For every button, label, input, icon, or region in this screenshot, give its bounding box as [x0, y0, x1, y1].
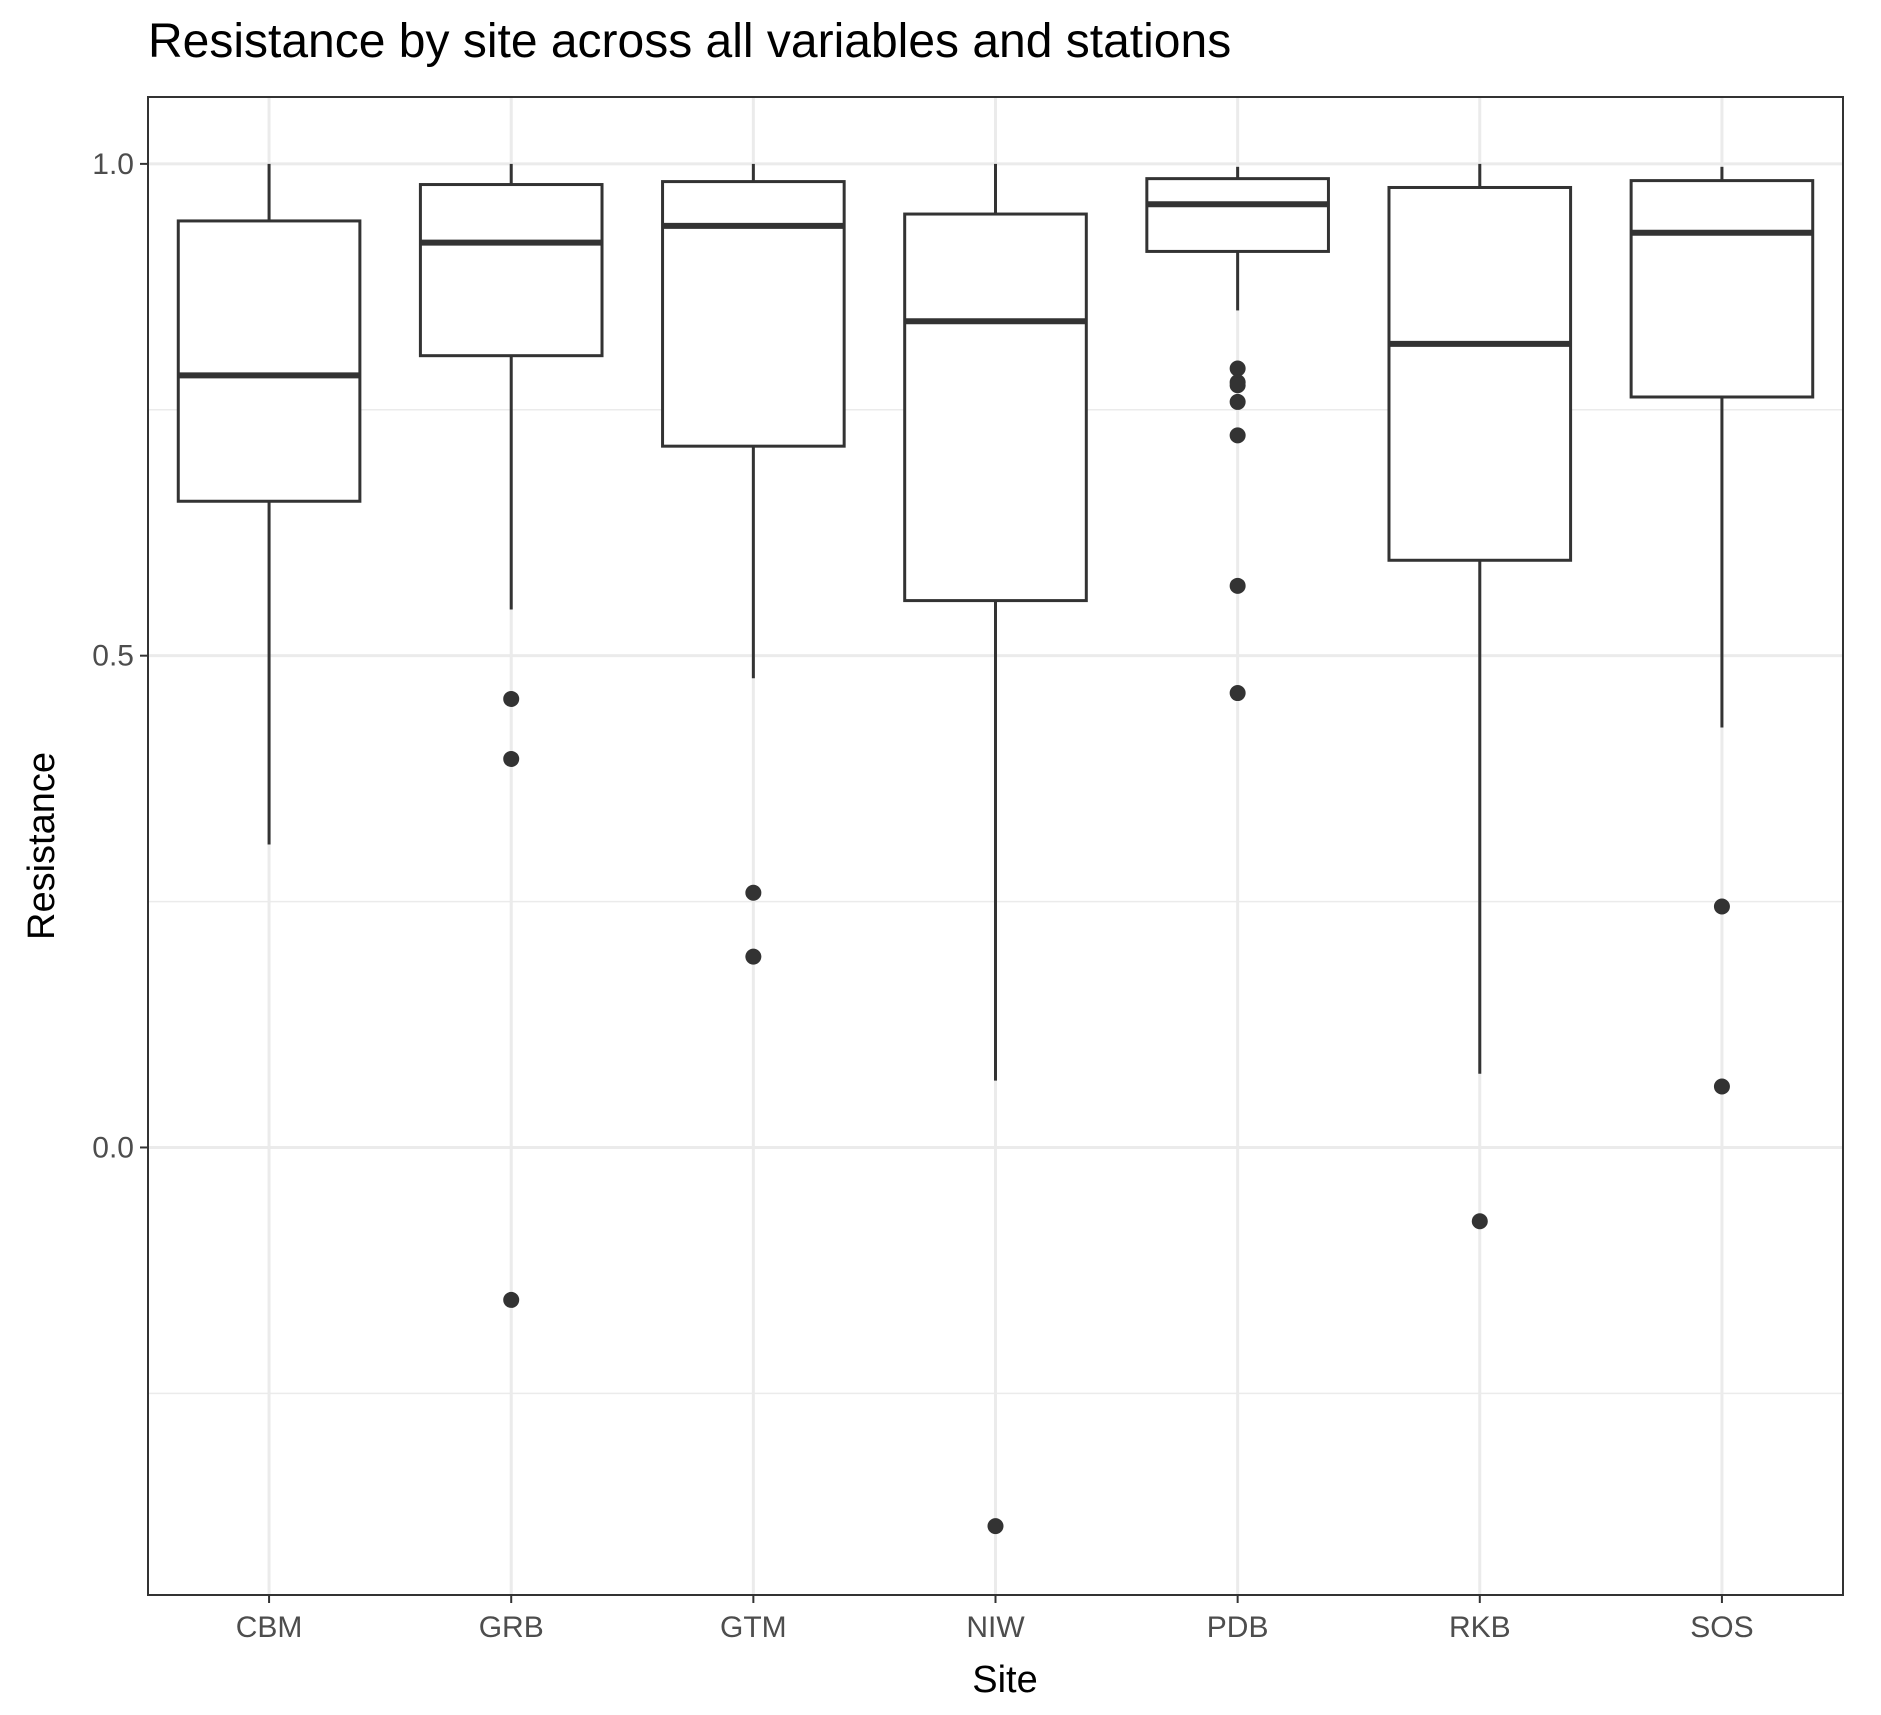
x-tick-label: GTM: [720, 1611, 787, 1644]
outlier-point: [745, 884, 762, 901]
outlier-point: [987, 1518, 1004, 1535]
iqr-box: [176, 219, 362, 503]
box-niw: [903, 163, 1088, 1535]
iqr-box: [903, 212, 1088, 603]
box-gtm: [661, 163, 846, 965]
outlier-point: [1229, 393, 1246, 410]
outlier-point: [745, 948, 762, 965]
outlier-point: [1229, 685, 1246, 702]
y-tick-label: 1.0: [92, 148, 134, 181]
outlier-point: [503, 690, 520, 707]
x-axis-title: Site: [972, 1659, 1037, 1701]
iqr-box: [1145, 177, 1330, 253]
x-tick-label: CBM: [236, 1611, 303, 1644]
iqr-box: [1387, 185, 1573, 562]
outlier-point: [503, 750, 520, 767]
outlier-point: [1229, 360, 1246, 377]
x-axis: CBM GRB GTM NIW PDB RKB SOS: [236, 1595, 1754, 1644]
outlier-point: [503, 1291, 520, 1308]
box-grb: [418, 163, 604, 1308]
x-tick-label: RKB: [1449, 1611, 1511, 1644]
chart-title: Resistance by site across all variables …: [148, 15, 1232, 68]
iqr-box: [1629, 179, 1815, 399]
iqr-box: [418, 183, 604, 358]
outlier-point: [1713, 1078, 1730, 1095]
outlier-point: [1229, 427, 1246, 444]
box-series: [176, 163, 1815, 1535]
y-axis: 0.0 0.5 1.0: [92, 148, 148, 1164]
x-tick-label: GRB: [479, 1611, 544, 1644]
y-axis-title: Resistance: [21, 752, 63, 940]
outlier-point: [1713, 898, 1730, 915]
box-pdb: [1145, 166, 1330, 702]
outlier-point: [1229, 377, 1246, 394]
box-cbm: [176, 163, 362, 845]
outlier-point: [1471, 1213, 1488, 1230]
x-tick-label: PDB: [1207, 1611, 1269, 1644]
outlier-point: [1229, 577, 1246, 594]
iqr-box: [661, 180, 846, 448]
x-tick-label: SOS: [1690, 1611, 1753, 1644]
x-tick-label: NIW: [966, 1611, 1025, 1644]
box-sos: [1629, 166, 1815, 1095]
box-rkb: [1387, 163, 1573, 1230]
y-tick-label: 0.0: [92, 1131, 134, 1164]
y-tick-label: 0.5: [92, 640, 134, 673]
